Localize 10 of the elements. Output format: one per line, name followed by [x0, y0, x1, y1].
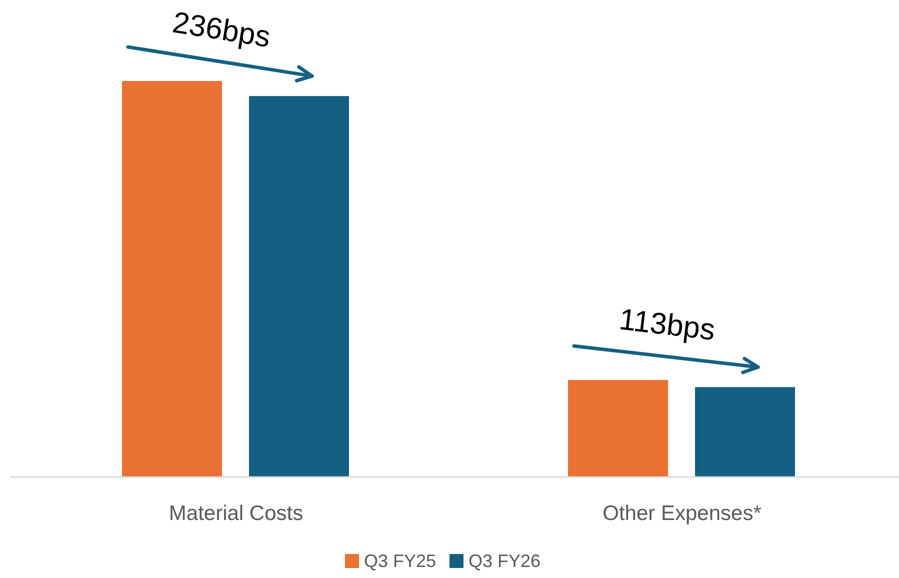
legend-label: Q3 FY25 [364, 551, 436, 571]
annotation: 113bps [617, 303, 717, 347]
x-tick-label: Other Expenses* [602, 502, 762, 525]
bar [249, 96, 349, 477]
bar [695, 387, 795, 477]
bar [568, 380, 668, 477]
text: 236bps [170, 6, 273, 54]
x-tick-label: Material Costs [168, 502, 304, 525]
bar [122, 81, 222, 477]
legend-label: Q3 FY26 [468, 551, 541, 571]
